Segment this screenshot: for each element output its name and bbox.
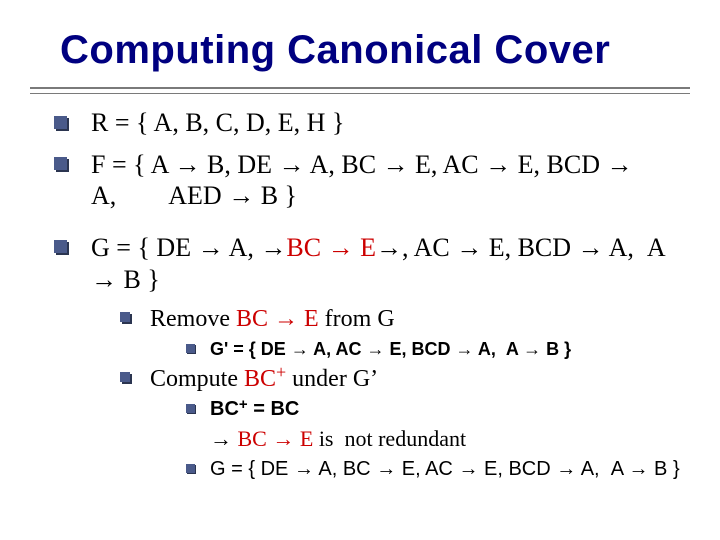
bullet-compute: Compute BC+ under G’ — [120, 365, 684, 394]
bullet-Gprime: G' = { DE → A, AC → E, BCD → A, A → B } — [186, 338, 684, 361]
square-bullet-icon — [54, 116, 69, 131]
square-bullet-icon — [120, 372, 132, 384]
bullet-F: F = { A → B, DE → A, BC → E, AC → E, BCD… — [54, 149, 684, 212]
title-rule — [30, 87, 690, 94]
text-remove: Remove BC → E from G — [150, 305, 684, 334]
text-Gfinal: G = { DE → A, BC → E, AC → E, BCD → A, A… — [210, 457, 684, 482]
bullet-bcplus: BC+ = BC — [186, 397, 684, 422]
spacer — [36, 222, 684, 232]
text-compute: Compute BC+ under G’ — [150, 365, 684, 394]
bullet-G: G = { DE → A, →BC → E→, AC → E, BCD → A,… — [54, 232, 684, 295]
bullet-remove: Remove BC → E from G — [120, 305, 684, 334]
text-G: G = { DE → A, →BC → E→, AC → E, BCD → A,… — [91, 232, 684, 295]
line-therefore: → BC → E is not redundant — [210, 426, 684, 453]
title-wrap: Computing Canonical Cover — [0, 0, 720, 81]
text-bcplus: BC+ = BC — [210, 397, 684, 422]
bullet-R: R = { A, B, C, D, E, H } — [54, 108, 684, 139]
text-R: R = { A, B, C, D, E, H } — [91, 108, 684, 139]
slide: Computing Canonical Cover R = { A, B, C,… — [0, 0, 720, 540]
square-bullet-icon — [186, 464, 196, 474]
square-bullet-icon — [120, 312, 132, 324]
slide-body: R = { A, B, C, D, E, H } F = { A → B, DE… — [0, 94, 720, 482]
square-bullet-icon — [54, 157, 69, 172]
square-bullet-icon — [54, 240, 69, 255]
square-bullet-icon — [186, 344, 196, 354]
slide-title: Computing Canonical Cover — [60, 28, 680, 73]
square-bullet-icon — [186, 404, 196, 414]
text-F: F = { A → B, DE → A, BC → E, AC → E, BCD… — [91, 149, 684, 212]
text-therefore: → BC → E is not redundant — [210, 426, 684, 453]
text-Gprime: G' = { DE → A, AC → E, BCD → A, A → B } — [210, 338, 684, 361]
bullet-Gfinal: G = { DE → A, BC → E, AC → E, BCD → A, A… — [186, 457, 684, 482]
